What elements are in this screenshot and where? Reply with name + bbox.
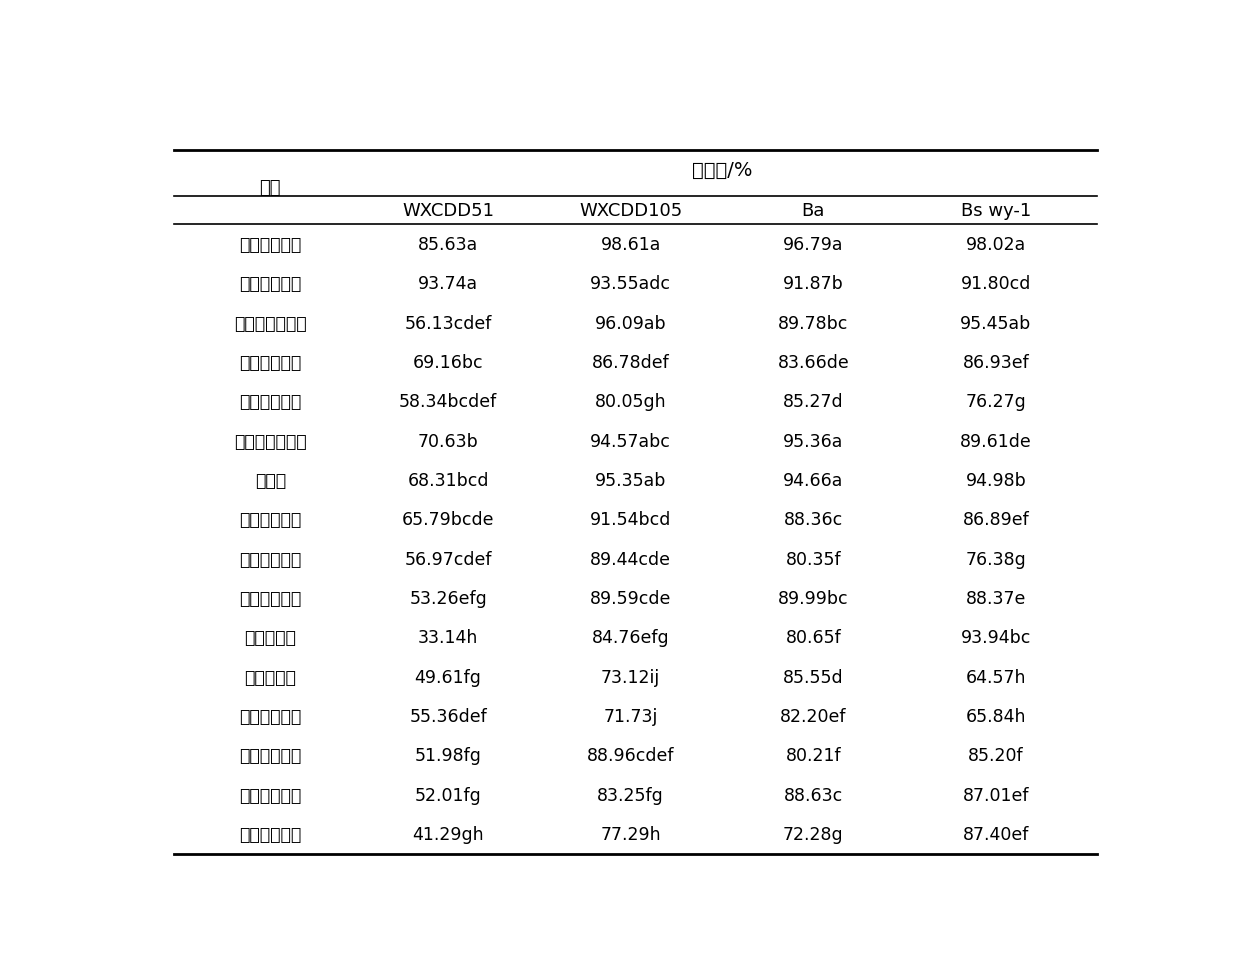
Text: 89.61de: 89.61de (960, 432, 1032, 450)
Text: 黄瓜枯萎病菌: 黄瓜枯萎病菌 (239, 786, 301, 804)
Text: 89.44cde: 89.44cde (590, 550, 671, 568)
Text: 黄瓜褐斑病菌: 黄瓜褐斑病菌 (239, 275, 301, 293)
Text: 94.66a: 94.66a (784, 471, 843, 490)
Text: 70.63b: 70.63b (418, 432, 479, 450)
Text: 41.29gh: 41.29gh (412, 825, 484, 843)
Text: 96.79a: 96.79a (782, 236, 843, 253)
Text: 草莓灰霉病菌: 草莓灰霉病菌 (239, 236, 301, 253)
Text: 80.21f: 80.21f (785, 746, 841, 765)
Text: 53.26efg: 53.26efg (409, 590, 487, 607)
Text: 菌株: 菌株 (259, 179, 281, 198)
Text: 76.38g: 76.38g (966, 550, 1027, 568)
Text: 86.93ef: 86.93ef (962, 354, 1029, 372)
Text: 73.12ij: 73.12ij (601, 668, 661, 686)
Text: 65.79bcde: 65.79bcde (402, 511, 495, 529)
Text: 77.29h: 77.29h (600, 825, 661, 843)
Text: 葵花菌核病菌: 葵花菌核病菌 (239, 354, 301, 372)
Text: 尖孢镰刀菌: 尖孢镰刀菌 (244, 668, 296, 686)
Text: 85.63a: 85.63a (418, 236, 479, 253)
Text: 80.05gh: 80.05gh (595, 393, 667, 411)
Text: 85.55d: 85.55d (782, 668, 843, 686)
Text: 西瓜枯萎病菌: 西瓜枯萎病菌 (239, 707, 301, 726)
Text: 56.13cdef: 56.13cdef (404, 314, 492, 333)
Text: 抑菌率/%: 抑菌率/% (692, 160, 753, 180)
Text: 番茄枯萎病菌: 番茄枯萎病菌 (239, 746, 301, 765)
Text: 87.01ef: 87.01ef (962, 786, 1029, 804)
Text: 86.78def: 86.78def (591, 354, 670, 372)
Text: 甜瓜枯萎病菌: 甜瓜枯萎病菌 (239, 825, 301, 843)
Text: 56.97cdef: 56.97cdef (404, 550, 492, 568)
Text: 49.61fg: 49.61fg (414, 668, 481, 686)
Text: 83.66de: 83.66de (777, 354, 849, 372)
Text: 72.28g: 72.28g (782, 825, 843, 843)
Text: 58.34bcdef: 58.34bcdef (399, 393, 497, 411)
Text: 71.73j: 71.73j (604, 707, 658, 726)
Text: Ba: Ba (801, 201, 825, 220)
Text: 番茄斑枯病菌: 番茄斑枯病菌 (239, 511, 301, 529)
Text: 轮枝镰刀菌: 轮枝镰刀菌 (244, 629, 296, 646)
Text: 89.78bc: 89.78bc (777, 314, 848, 333)
Text: 88.36c: 88.36c (784, 511, 843, 529)
Text: 96.09ab: 96.09ab (595, 314, 667, 333)
Text: 82.20ef: 82.20ef (780, 707, 847, 726)
Text: 93.94bc: 93.94bc (961, 629, 1032, 646)
Text: 64.57h: 64.57h (966, 668, 1027, 686)
Text: 95.45ab: 95.45ab (960, 314, 1032, 333)
Text: 89.99bc: 89.99bc (777, 590, 848, 607)
Text: 刺五加根腐病菌: 刺五加根腐病菌 (234, 432, 306, 450)
Text: 93.55adc: 93.55adc (590, 275, 671, 293)
Text: 94.98b: 94.98b (966, 471, 1027, 490)
Text: 76.27g: 76.27g (966, 393, 1027, 411)
Text: 91.54bcd: 91.54bcd (590, 511, 671, 529)
Text: 94.57abc: 94.57abc (590, 432, 671, 450)
Text: 链格孢: 链格孢 (254, 471, 286, 490)
Text: 68.31bcd: 68.31bcd (408, 471, 489, 490)
Text: Bs wy-1: Bs wy-1 (961, 201, 1030, 220)
Text: 91.80cd: 91.80cd (961, 275, 1032, 293)
Text: 84.76efg: 84.76efg (591, 629, 670, 646)
Text: 98.61a: 98.61a (600, 236, 661, 253)
Text: 85.27d: 85.27d (782, 393, 843, 411)
Text: 51.98fg: 51.98fg (414, 746, 481, 765)
Text: 玉米大斑病菌: 玉米大斑病菌 (239, 590, 301, 607)
Text: WXCDD51: WXCDD51 (402, 201, 494, 220)
Text: 玉米茎基腐病菌: 玉米茎基腐病菌 (234, 314, 306, 333)
Text: 88.37e: 88.37e (966, 590, 1025, 607)
Text: 52.01fg: 52.01fg (414, 786, 481, 804)
Text: 93.74a: 93.74a (418, 275, 479, 293)
Text: 95.36a: 95.36a (784, 432, 843, 450)
Text: 65.84h: 65.84h (966, 707, 1027, 726)
Text: 80.65f: 80.65f (785, 629, 841, 646)
Text: 83.25fg: 83.25fg (598, 786, 665, 804)
Text: 80.35f: 80.35f (785, 550, 841, 568)
Text: 85.20f: 85.20f (968, 746, 1024, 765)
Text: 黄瓜炭疽病菌: 黄瓜炭疽病菌 (239, 550, 301, 568)
Text: 88.96cdef: 88.96cdef (587, 746, 675, 765)
Text: 98.02a: 98.02a (966, 236, 1025, 253)
Text: 88.63c: 88.63c (784, 786, 843, 804)
Text: 86.89ef: 86.89ef (962, 511, 1029, 529)
Text: 33.14h: 33.14h (418, 629, 479, 646)
Text: WXCDD105: WXCDD105 (579, 201, 682, 220)
Text: 87.40ef: 87.40ef (962, 825, 1029, 843)
Text: 55.36def: 55.36def (409, 707, 487, 726)
Text: 水稻立枯病菌: 水稻立枯病菌 (239, 393, 301, 411)
Text: 89.59cde: 89.59cde (590, 590, 671, 607)
Text: 95.35ab: 95.35ab (595, 471, 666, 490)
Text: 91.87b: 91.87b (782, 275, 843, 293)
Text: 69.16bc: 69.16bc (413, 354, 484, 372)
